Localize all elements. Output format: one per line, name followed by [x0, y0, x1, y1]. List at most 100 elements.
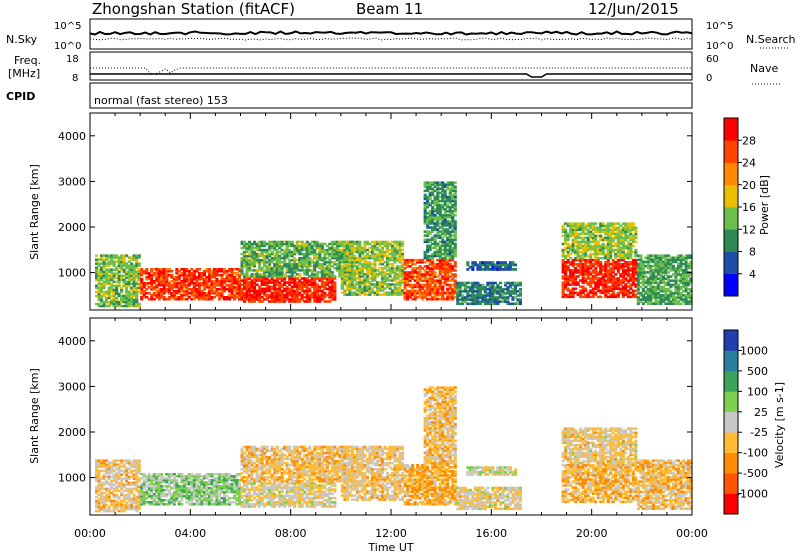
power-cells-cell-5: [454, 279, 457, 282]
colorbar-tick-label: 24: [742, 157, 756, 170]
power-cells-cell-5: [454, 269, 457, 272]
colorbar-tick-label: 28: [742, 134, 756, 147]
power-colorbar: 4 8 12 16 20 24 28: [724, 118, 756, 296]
power-cells-cell-3: [291, 241, 294, 244]
power-cells-cell-9: [584, 288, 587, 291]
colorbar-tick-label: 8: [749, 246, 756, 259]
power-cells-cell-10: [634, 227, 637, 230]
colorbar-segment: [724, 207, 738, 230]
power-cells-cell-2: [333, 281, 336, 284]
freq-line: [90, 68, 692, 74]
cpid-text: normal (fast stereo) 153: [94, 94, 228, 107]
colorbar-tick-label: 12: [742, 223, 756, 236]
freq-label-line2: [MHz]: [8, 67, 40, 80]
cpid-strip: CPID normal (fast stereo) 153: [6, 83, 692, 108]
power-cells-cell-3: [298, 273, 301, 276]
nave-label: Nave: [750, 62, 778, 75]
power-cells-cell-9: [574, 288, 577, 291]
power-cells-cell-1: [140, 278, 143, 281]
power-cells-cell-1: [145, 268, 148, 271]
colorbar-segment: [724, 229, 738, 252]
colorbar-tick-label: 16: [742, 201, 756, 214]
power-cells-cell-0: [138, 262, 141, 265]
power-cells-cell-10: [634, 241, 637, 244]
power-cells-cell-10: [564, 229, 567, 232]
power-cells-cell-4: [401, 241, 404, 244]
power-panel: 1000 2000 3000 4000 Slant Range [km] 4 8 12 16…: [28, 113, 771, 310]
power-cells: [95, 181, 693, 307]
y-tick-label: 3000: [58, 175, 86, 188]
power-cells-cell-4: [346, 241, 349, 244]
freq-strip-frame: [90, 52, 692, 80]
power-cells-cell-6: [454, 214, 457, 217]
power-cells-cell-6: [454, 220, 457, 223]
date-title: 12/Jun/2015: [588, 0, 679, 18]
power-cells-cell-0: [95, 254, 98, 257]
noise-right-tick-bottom: 10^0: [706, 41, 733, 52]
power-cells-cell-4: [401, 253, 404, 256]
colorbar-segment: [724, 140, 738, 163]
power-cells-cell-10: [634, 249, 637, 252]
y-tick-label: 2000: [58, 221, 86, 234]
power-cells-cell-5: [454, 261, 457, 264]
power-colorbar-label: Power [dB]: [758, 175, 771, 235]
power-cells-cell-10: [569, 257, 572, 260]
colorbar-segment: [724, 118, 738, 141]
power-cells-cell-7: [519, 288, 522, 291]
y-tick-label: 4000: [58, 130, 86, 143]
power-cells-cell-6: [454, 181, 457, 184]
nave-line: [90, 74, 692, 77]
power-cells-cell-1: [170, 270, 173, 273]
power-cells-cell-10: [632, 222, 635, 225]
power-cells-cell-9: [599, 296, 602, 299]
power-cells-cell-8: [514, 268, 517, 271]
power-cells-cell-8: [466, 261, 469, 264]
power-cells-cell-1: [198, 268, 201, 271]
noise-strip: N.Sky N.Search 10^5 10^0 10^5 10^0: [6, 19, 796, 52]
colorbar-segment: [724, 274, 738, 297]
power-cells-cell-10: [594, 222, 597, 225]
power-cells-cell-5: [434, 271, 437, 274]
noise-sky-line: [90, 32, 692, 35]
cpid-label: CPID: [6, 90, 35, 103]
station-title: Zhongshan Station (fitACF): [92, 0, 295, 18]
noise-search-label: N.Search: [746, 33, 796, 46]
colorbar-segment: [724, 252, 738, 275]
power-cells-cell-11: [639, 254, 642, 257]
freq-strip: Freq. [MHz] 18 8 60 0 Nave: [8, 52, 780, 84]
power-cells-cell-7: [499, 282, 502, 285]
noise-left-tick-top: 10^5: [54, 21, 81, 32]
freq-left-tick-top: 18: [66, 54, 79, 65]
noise-sky-label: N.Sky: [6, 33, 38, 46]
power-cells-cell-0: [138, 303, 141, 306]
power-cells-cell-7: [519, 298, 522, 301]
power-cells-cell-3: [331, 271, 334, 274]
freq-right-tick-top: 60: [706, 54, 719, 65]
noise-left-tick-bottom: 10^0: [54, 41, 81, 52]
velocity-cells: [95, 386, 693, 512]
freq-right-tick-bottom: 0: [706, 73, 712, 84]
power-cells-cell-10: [632, 245, 635, 248]
freq-label-line1: Freq.: [14, 54, 41, 67]
power-cells-cell-6: [454, 243, 457, 246]
power-cells-cell-3: [333, 275, 336, 278]
colorbar-segment: [724, 185, 738, 208]
colorbar-tick-label: 4: [749, 268, 756, 281]
beam-title: Beam 11: [356, 0, 423, 18]
power-cells-cell-0: [138, 254, 141, 257]
power-cells-cell-9: [599, 261, 602, 264]
noise-right-tick-top: 10^5: [706, 21, 733, 32]
power-cells-cell-4: [401, 249, 404, 252]
colorbar-tick-label: 20: [742, 179, 756, 192]
power-cells-cell-7: [519, 282, 522, 285]
noise-search-line: [90, 38, 692, 40]
y-tick-label: 1000: [58, 267, 86, 280]
power-y-axis-label: Slant Range [km]: [28, 164, 41, 260]
freq-left-tick-bottom: 8: [72, 73, 78, 84]
power-cells-cell-4: [358, 241, 361, 244]
colorbar-segment: [724, 163, 738, 186]
power-cells-cell-6: [454, 186, 457, 189]
